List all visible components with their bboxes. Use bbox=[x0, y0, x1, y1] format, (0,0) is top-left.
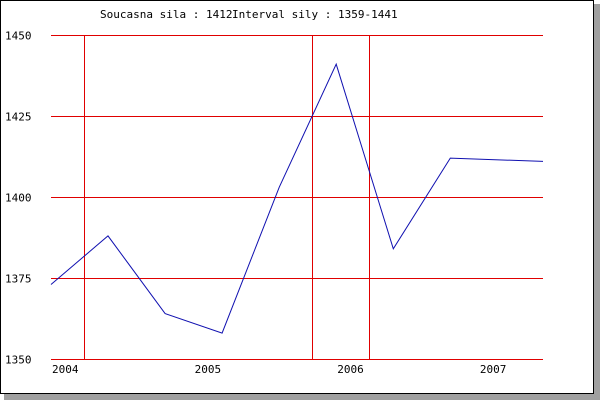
y-tick-label: 1425 bbox=[5, 111, 32, 124]
vertical-gridlines bbox=[84, 35, 370, 359]
y-tick-label: 1400 bbox=[5, 192, 32, 205]
x-tick-label: 2005 bbox=[195, 363, 222, 376]
series-group bbox=[50, 62, 544, 334]
x-tick-label: 2007 bbox=[480, 363, 507, 376]
x-tick-label: 2004 bbox=[52, 363, 79, 376]
y-tick-label: 1350 bbox=[5, 354, 32, 367]
title-strength-interval: Interval sily : 1359-1441 bbox=[232, 8, 398, 21]
y-tick-label: 1450 bbox=[5, 30, 32, 43]
series-line bbox=[50, 62, 544, 334]
y-tick-label: 1375 bbox=[5, 273, 32, 286]
x-tick-label: 2006 bbox=[337, 363, 364, 376]
y-tick-labels: 1450 1425 1400 1375 1350 bbox=[5, 30, 32, 367]
x-tick-labels: 2004 2005 2006 2007 bbox=[52, 363, 506, 376]
horizontal-gridlines bbox=[51, 35, 543, 360]
title-current-strength: Soucasna sila : 1412 bbox=[100, 8, 232, 21]
